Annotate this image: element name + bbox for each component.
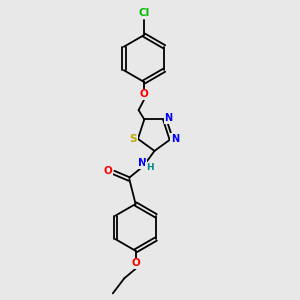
Text: H: H [146,163,154,172]
Text: N: N [171,134,179,144]
Text: S: S [130,134,137,144]
Text: O: O [103,166,112,176]
Text: O: O [140,89,148,100]
Text: N: N [165,113,173,123]
Text: N: N [137,158,146,168]
Text: Cl: Cl [138,8,150,18]
Text: O: O [131,258,140,268]
